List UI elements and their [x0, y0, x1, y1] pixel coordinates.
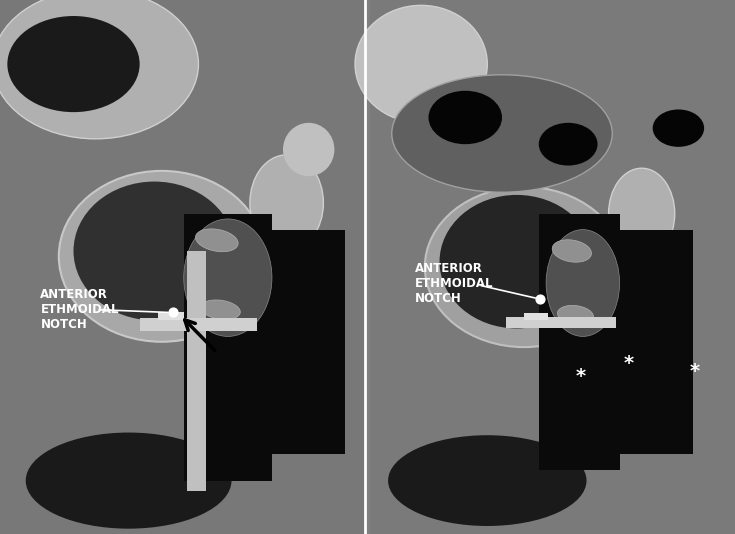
Ellipse shape: [557, 305, 594, 325]
Ellipse shape: [440, 195, 594, 328]
Bar: [0, 0, 365, 534]
Ellipse shape: [196, 229, 238, 252]
Bar: [370, 0, 735, 534]
Bar: [158, 312, 184, 320]
Bar: [539, 214, 620, 470]
Ellipse shape: [392, 75, 612, 192]
Ellipse shape: [201, 300, 240, 319]
Ellipse shape: [74, 182, 235, 320]
Bar: [506, 317, 616, 328]
Bar: [140, 318, 257, 331]
Ellipse shape: [552, 240, 592, 262]
Point: [167, 308, 179, 317]
Ellipse shape: [429, 91, 502, 144]
Ellipse shape: [26, 433, 232, 529]
Ellipse shape: [609, 168, 675, 259]
Text: *: *: [689, 362, 700, 381]
Text: ANTERIOR
ETHMOIDAL
NOTCH: ANTERIOR ETHMOIDAL NOTCH: [40, 288, 119, 331]
Ellipse shape: [59, 171, 265, 342]
Ellipse shape: [546, 230, 620, 336]
Bar: [620, 230, 693, 454]
Bar: [524, 313, 548, 320]
Bar: [184, 214, 272, 481]
Ellipse shape: [355, 5, 487, 123]
Ellipse shape: [653, 109, 704, 147]
Ellipse shape: [539, 123, 598, 166]
Bar: [187, 251, 206, 491]
Point: [534, 295, 546, 303]
Bar: [272, 230, 345, 454]
Text: ANTERIOR
ETHMOIDAL
NOTCH: ANTERIOR ETHMOIDAL NOTCH: [415, 262, 494, 304]
Ellipse shape: [0, 0, 198, 139]
Ellipse shape: [283, 123, 334, 176]
Text: *: *: [576, 367, 586, 386]
Ellipse shape: [425, 187, 623, 347]
Ellipse shape: [7, 16, 140, 112]
Ellipse shape: [388, 435, 587, 526]
Ellipse shape: [250, 155, 323, 251]
Text: *: *: [623, 354, 634, 373]
Ellipse shape: [184, 219, 272, 336]
